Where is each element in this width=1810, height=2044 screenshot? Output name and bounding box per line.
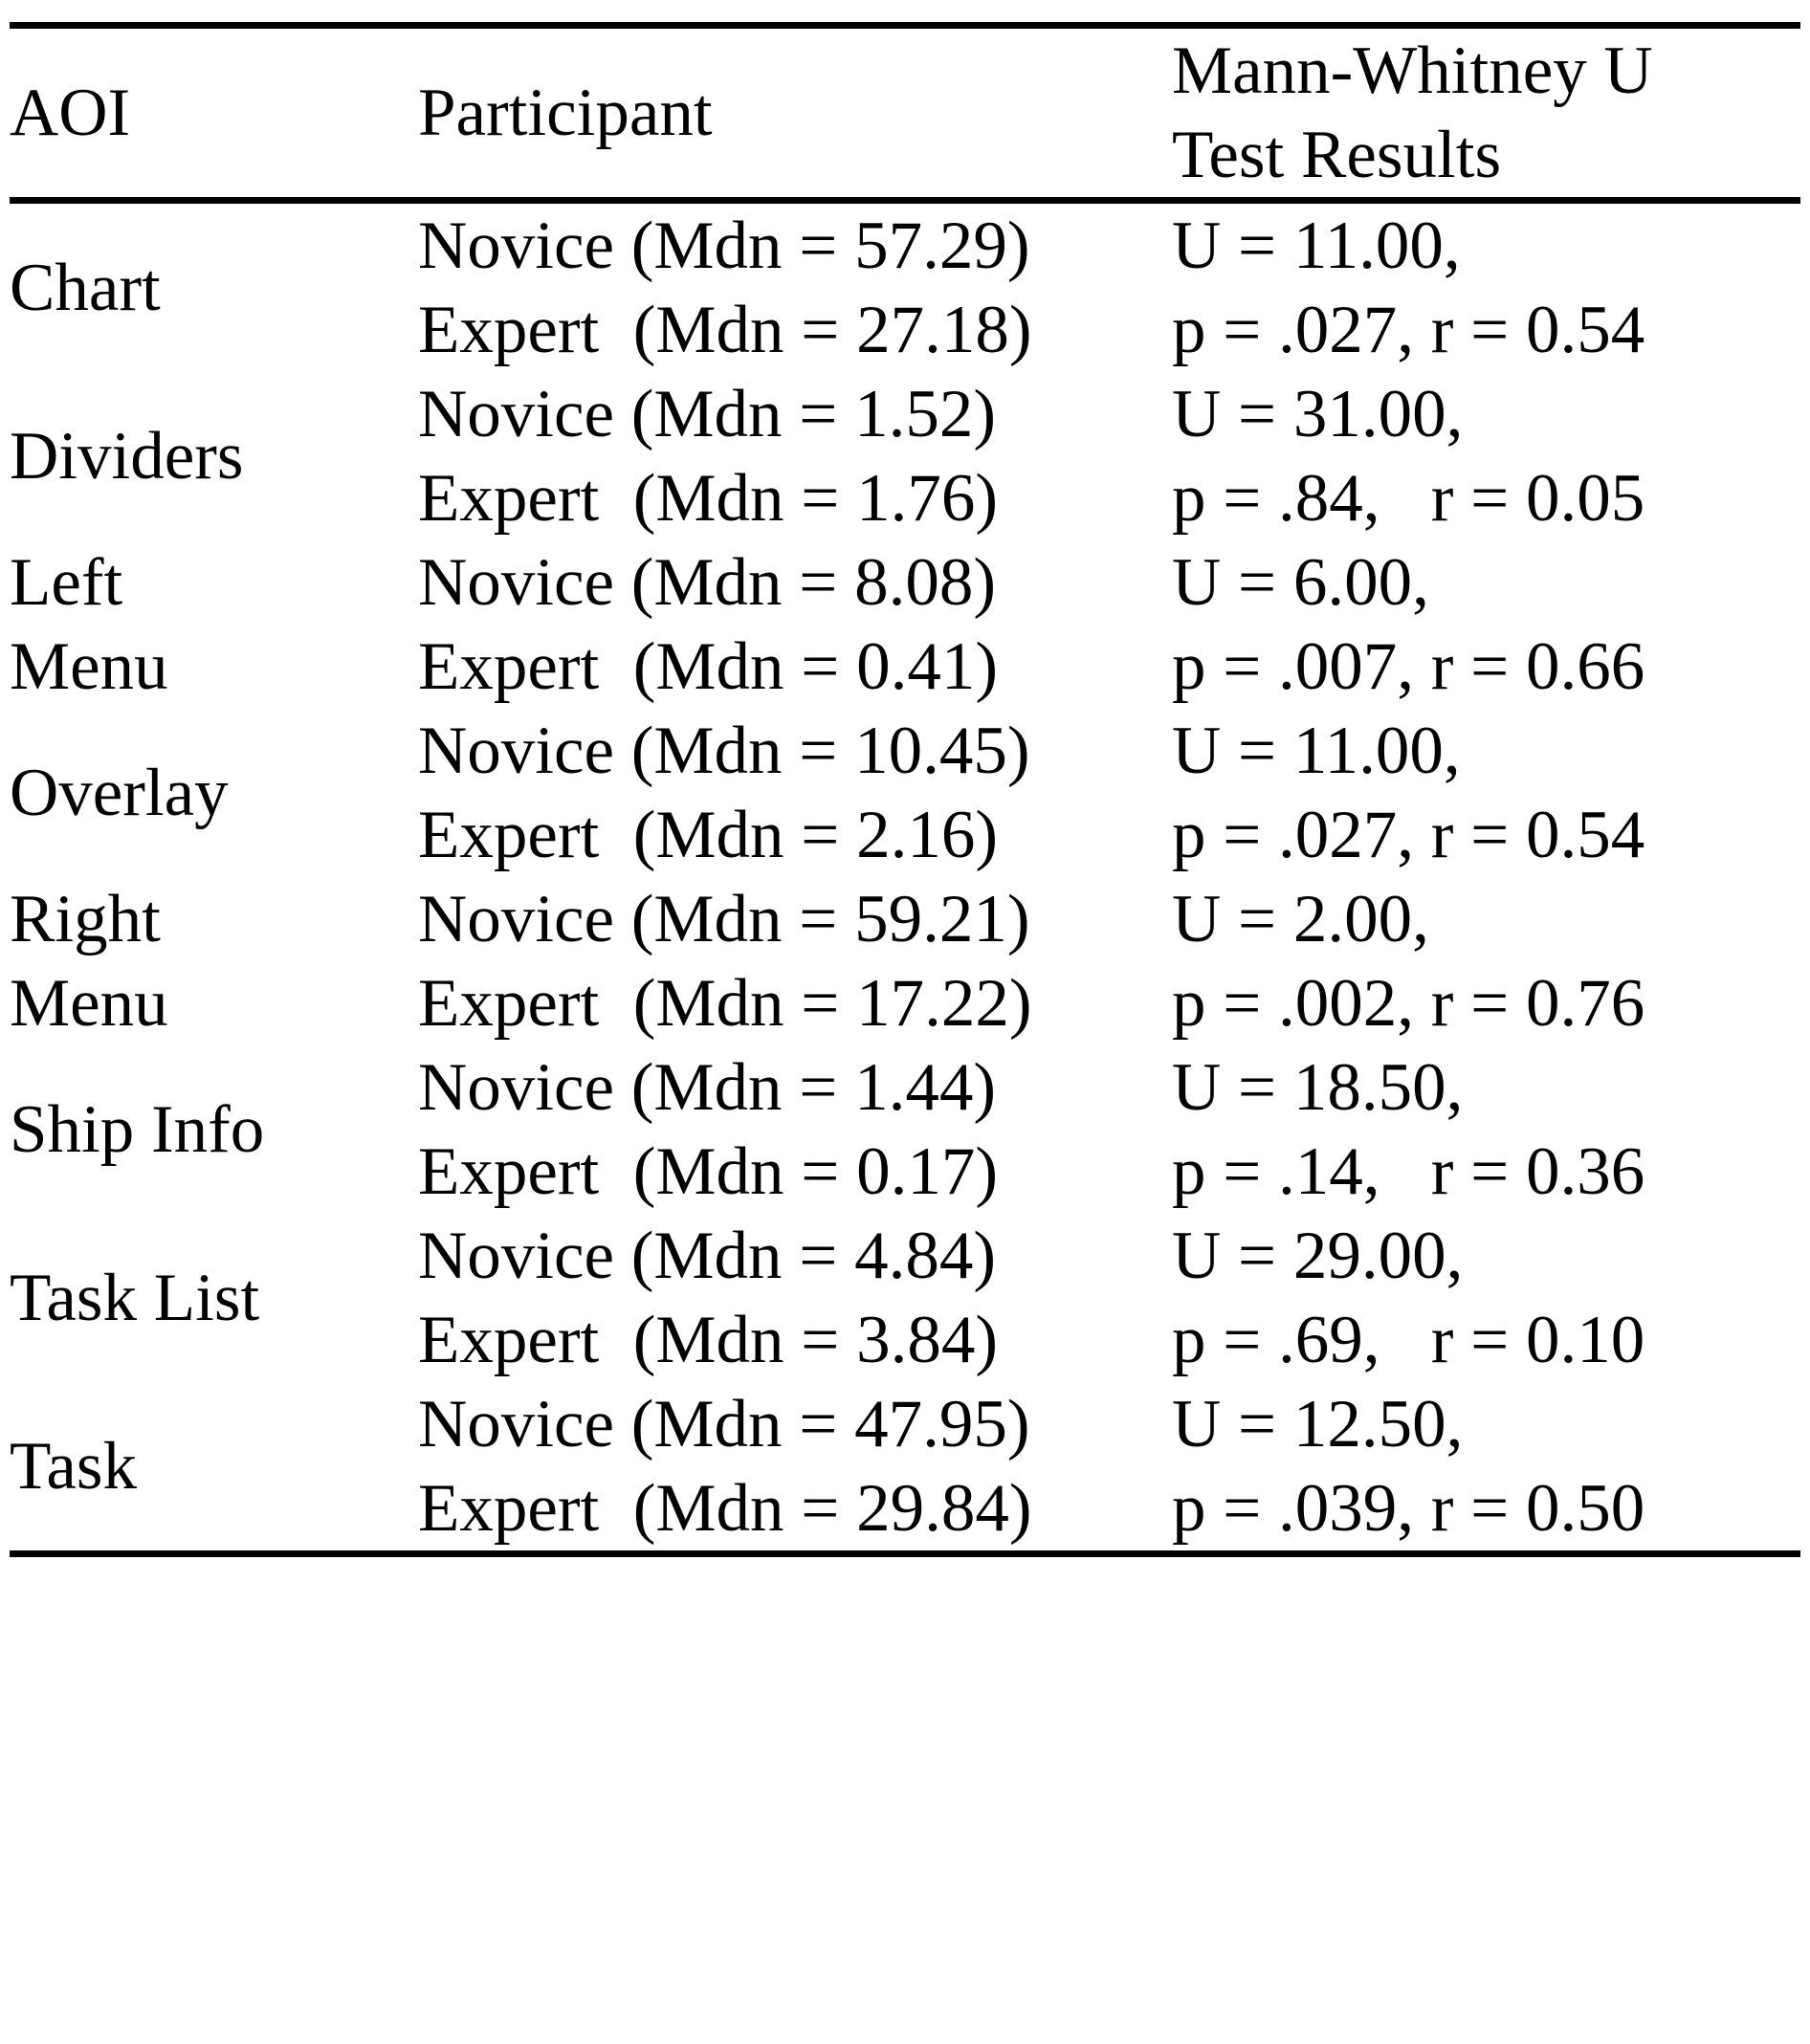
table-row-task-list: Task List Novice (Mdn = 4.84) Expert (Md… bbox=[10, 1214, 1800, 1382]
novice-line: Novice (Mdn = 8.08) bbox=[418, 545, 996, 620]
paper-table-figure: AOI Participant Mann-Whitney U Test Resu… bbox=[10, 22, 1800, 1557]
header-row: AOI Participant Mann-Whitney U Test Resu… bbox=[10, 25, 1800, 204]
table-row-chart: Chart Novice (Mdn = 57.29) Expert (Mdn =… bbox=[10, 201, 1800, 373]
column-header-aoi: AOI bbox=[10, 25, 418, 204]
novice-line: Novice (Mdn = 1.52) bbox=[418, 377, 996, 451]
u-statistic-line: U = 12.50, bbox=[1172, 1387, 1464, 1462]
novice-line: Novice (Mdn = 47.95) bbox=[418, 1387, 1030, 1462]
results-cell: U = 11.00, p = .027, r = 0.54 bbox=[1172, 709, 1800, 877]
p-r-values-line: p = .027, r = 0.54 bbox=[1172, 798, 1645, 872]
expert-line: Expert (Mdn = 29.84) bbox=[418, 1471, 1032, 1546]
p-r-values-line: p = .14, r = 0.36 bbox=[1172, 1134, 1645, 1209]
column-header-participant: Participant bbox=[418, 25, 1172, 204]
table-row-task: Task Novice (Mdn = 47.95) Expert (Mdn = … bbox=[10, 1382, 1800, 1554]
u-statistic-line: U = 6.00, bbox=[1172, 545, 1429, 620]
results-cell: U = 31.00, p = .84, r = 0.05 bbox=[1172, 372, 1800, 540]
u-statistic-line: U = 29.00, bbox=[1172, 1219, 1464, 1293]
novice-line: Novice (Mdn = 1.44) bbox=[418, 1050, 996, 1125]
u-statistic-line: U = 11.00, bbox=[1172, 714, 1461, 788]
expert-line: Expert (Mdn = 3.84) bbox=[418, 1303, 998, 1377]
results-cell: U = 29.00, p = .69, r = 0.10 bbox=[1172, 1214, 1800, 1382]
results-cell: U = 6.00, p = .007, r = 0.66 bbox=[1172, 540, 1800, 709]
novice-line: Novice (Mdn = 4.84) bbox=[418, 1219, 996, 1293]
table-body: Chart Novice (Mdn = 57.29) Expert (Mdn =… bbox=[10, 201, 1800, 1554]
expert-line: Expert (Mdn = 27.18) bbox=[418, 293, 1032, 367]
p-r-values-line: p = .039, r = 0.50 bbox=[1172, 1471, 1645, 1546]
aoi-cell: Chart bbox=[10, 251, 161, 325]
p-r-values-line: p = .002, r = 0.76 bbox=[1172, 966, 1645, 1041]
aoi-cell: Left Menu bbox=[10, 545, 168, 704]
results-cell: U = 2.00, p = .002, r = 0.76 bbox=[1172, 877, 1800, 1045]
participant-cell: Novice (Mdn = 47.95) Expert (Mdn = 29.84… bbox=[418, 1382, 1172, 1554]
expert-line: Expert (Mdn = 17.22) bbox=[418, 966, 1032, 1041]
aoi-cell: Task bbox=[10, 1429, 138, 1504]
p-r-values-line: p = .007, r = 0.66 bbox=[1172, 629, 1645, 704]
expert-line: Expert (Mdn = 1.76) bbox=[418, 461, 998, 536]
p-r-values-line: p = .69, r = 0.10 bbox=[1172, 1303, 1645, 1377]
u-statistic-line: U = 31.00, bbox=[1172, 377, 1464, 451]
u-statistic-line: U = 18.50, bbox=[1172, 1050, 1464, 1125]
table-row-ship-info: Ship Info Novice (Mdn = 1.44) Expert (Md… bbox=[10, 1045, 1800, 1214]
aoi-cell: Overlay bbox=[10, 756, 229, 830]
participant-cell: Novice (Mdn = 59.21) Expert (Mdn = 17.22… bbox=[418, 877, 1172, 1045]
aoi-cell: Ship Info bbox=[10, 1092, 265, 1167]
table-row-dividers: Dividers Novice (Mdn = 1.52) Expert (Mdn… bbox=[10, 372, 1800, 540]
participant-cell: Novice (Mdn = 10.45) Expert (Mdn = 2.16) bbox=[418, 709, 1172, 877]
participant-cell: Novice (Mdn = 57.29) Expert (Mdn = 27.18… bbox=[418, 201, 1172, 373]
results-cell: U = 12.50, p = .039, r = 0.50 bbox=[1172, 1382, 1800, 1554]
results-cell: U = 18.50, p = .14, r = 0.36 bbox=[1172, 1045, 1800, 1214]
novice-line: Novice (Mdn = 10.45) bbox=[418, 714, 1030, 788]
expert-line: Expert (Mdn = 0.17) bbox=[418, 1134, 998, 1209]
results-cell: U = 11.00, p = .027, r = 0.54 bbox=[1172, 201, 1800, 373]
participant-cell: Novice (Mdn = 8.08) Expert (Mdn = 0.41) bbox=[418, 540, 1172, 709]
participant-cell: Novice (Mdn = 1.52) Expert (Mdn = 1.76) bbox=[418, 372, 1172, 540]
novice-line: Novice (Mdn = 57.29) bbox=[418, 209, 1030, 283]
p-r-values-line: p = .027, r = 0.54 bbox=[1172, 293, 1645, 367]
column-header-results: Mann-Whitney U Test Results bbox=[1172, 25, 1800, 204]
novice-line: Novice (Mdn = 59.21) bbox=[418, 882, 1030, 956]
aoi-cell: Dividers bbox=[10, 419, 244, 494]
participant-cell: Novice (Mdn = 4.84) Expert (Mdn = 3.84) bbox=[418, 1214, 1172, 1382]
expert-line: Expert (Mdn = 0.41) bbox=[418, 629, 998, 704]
table-row-right-menu: Right Menu Novice (Mdn = 59.21) Expert (… bbox=[10, 877, 1800, 1045]
table-header: AOI Participant Mann-Whitney U Test Resu… bbox=[10, 25, 1800, 204]
u-statistic-line: U = 11.00, bbox=[1172, 209, 1461, 283]
p-r-values-line: p = .84, r = 0.05 bbox=[1172, 461, 1645, 536]
aoi-cell: Right Menu bbox=[10, 882, 168, 1041]
table-row-overlay: Overlay Novice (Mdn = 10.45) Expert (Mdn… bbox=[10, 709, 1800, 877]
table-row-left-menu: Left Menu Novice (Mdn = 8.08) Expert (Md… bbox=[10, 540, 1800, 709]
participant-cell: Novice (Mdn = 1.44) Expert (Mdn = 0.17) bbox=[418, 1045, 1172, 1214]
aoi-cell: Task List bbox=[10, 1261, 260, 1335]
mann-whitney-results-table: AOI Participant Mann-Whitney U Test Resu… bbox=[10, 22, 1800, 1557]
u-statistic-line: U = 2.00, bbox=[1172, 882, 1429, 956]
expert-line: Expert (Mdn = 2.16) bbox=[418, 798, 998, 872]
